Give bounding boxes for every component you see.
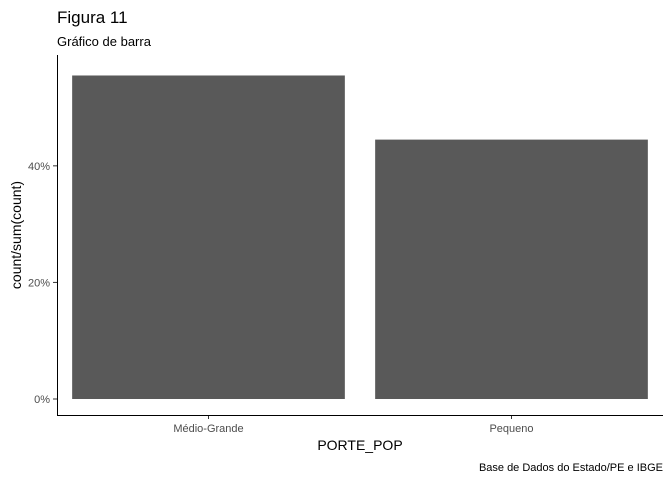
x-tick-label: Pequeno — [489, 423, 533, 435]
chart-caption: Base de Dados do Estado/PE e IBGE — [479, 462, 663, 474]
x-tick-label: Médio-Grande — [173, 423, 243, 435]
y-tick-label: 40% — [28, 161, 50, 173]
y-axis-ticks: 0% 20% 40% — [28, 161, 57, 406]
bar-pequeno — [375, 139, 648, 399]
chart-title: Figura 11 — [57, 8, 128, 27]
chart-subtitle: Gráfico de barra — [57, 34, 152, 49]
x-axis-title: PORTE_POP — [317, 437, 402, 453]
y-tick-label: 0% — [34, 394, 50, 406]
y-axis-title: count/sum(count) — [8, 181, 24, 289]
bars-group — [72, 75, 648, 399]
y-tick-label: 20% — [28, 277, 50, 289]
x-axis-ticks: Médio-Grande Pequeno — [173, 415, 534, 435]
bar-m-dio-grande — [72, 75, 345, 399]
